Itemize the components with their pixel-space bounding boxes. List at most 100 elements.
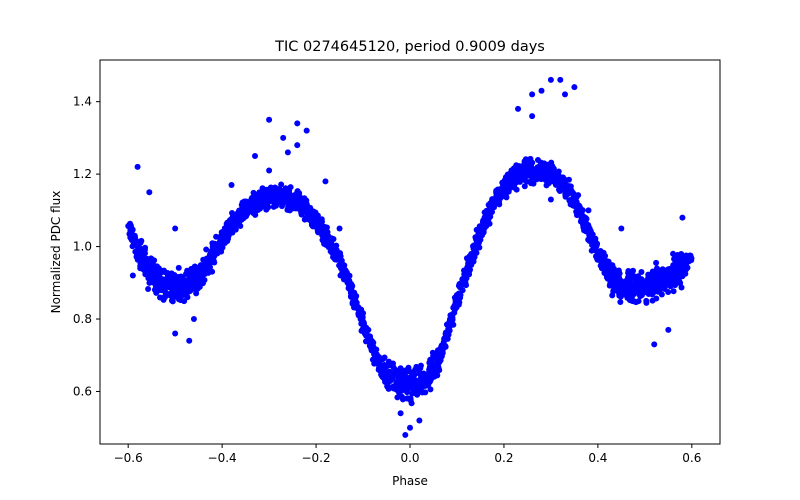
data-point [325,233,332,240]
data-point [290,198,297,205]
data-point [632,276,639,283]
data-point [649,297,656,304]
data-point [665,289,672,296]
y-tick-label: 1.2 [73,167,92,181]
data-point [427,358,434,364]
data-point-outlier [303,127,310,134]
data-point [494,194,501,201]
data-point [128,228,135,235]
data-point [502,181,509,188]
data-point [537,170,544,177]
data-point [663,277,670,284]
data-point [164,269,171,276]
data-point [267,186,274,193]
data-point [529,159,536,166]
data-point [489,198,496,205]
data-point [455,298,462,305]
data-point [468,250,475,257]
data-point-outlier [679,214,686,221]
data-point [155,285,162,292]
data-point [621,285,628,292]
data-point [412,379,419,386]
data-point [685,253,692,260]
chart-title: TIC 0274645120, period 0.9009 days [274,39,545,55]
data-point [521,183,528,190]
data-point [381,354,388,361]
data-point-outlier [397,410,404,417]
data-point [235,221,242,228]
data-point [213,233,220,240]
data-point-outlier [294,120,301,127]
x-tick-label: −0.6 [114,451,143,465]
data-point [398,375,405,382]
data-point [581,224,588,231]
data-point [339,272,346,279]
data-point [155,275,162,282]
data-point [555,168,562,175]
data-point-outlier [538,87,545,94]
data-point [568,197,575,204]
data-point [263,201,270,208]
data-point [301,216,308,223]
data-point [629,292,636,299]
data-point-outlier [557,76,564,83]
data-point [303,201,310,207]
y-tick-label: 1.4 [73,95,92,109]
data-point [353,299,360,306]
data-point [394,368,401,375]
data-point [448,312,455,319]
data-point [643,287,650,294]
data-point [303,209,310,216]
data-point [513,186,520,193]
data-point [382,378,389,385]
data-point [539,174,546,181]
data-point-outlier [209,243,216,250]
data-point [625,278,632,285]
data-point-outlier [294,142,301,149]
data-point [481,221,488,228]
data-point [565,188,572,195]
data-point-outlier [172,225,179,232]
data-point [439,350,446,357]
data-point-outlier [252,153,258,159]
data-point [566,183,573,190]
data-point [662,270,669,277]
data-point [427,386,434,393]
data-point [650,273,657,280]
data-point [384,383,391,390]
data-point [229,214,236,221]
data-point-outlier [402,431,409,438]
y-axis-label: Normalized PDC flux [49,191,63,314]
data-point [404,395,411,402]
data-point [573,194,580,201]
data-point [290,192,297,199]
data-point [604,275,611,282]
data-point [218,229,225,236]
data-point [142,244,149,251]
x-tick-label: 0.2 [494,451,513,465]
data-point [184,294,191,301]
x-axis: −0.6 −0.4 −0.2 0.0 0.2 0.4 0.6 [114,444,701,465]
data-point [562,184,569,191]
data-point [685,258,692,265]
data-point [134,250,141,257]
data-point [390,385,397,392]
data-point-outlier [266,116,273,123]
data-point [216,243,223,250]
data-point [552,177,559,184]
data-point [263,206,270,213]
data-point [615,290,622,297]
x-tick-label: 0.4 [588,451,607,465]
data-point-outlier [322,178,329,185]
data-point [140,251,147,258]
data-point [218,248,225,255]
data-point [546,164,553,171]
data-point [368,337,375,344]
data-point [218,236,225,243]
data-point [463,265,470,272]
data-point [309,218,316,225]
data-point [630,267,637,274]
data-point [146,279,153,286]
data-point [314,225,321,232]
y-axis: 0.6 0.8 1.0 1.2 1.4 [73,95,100,398]
